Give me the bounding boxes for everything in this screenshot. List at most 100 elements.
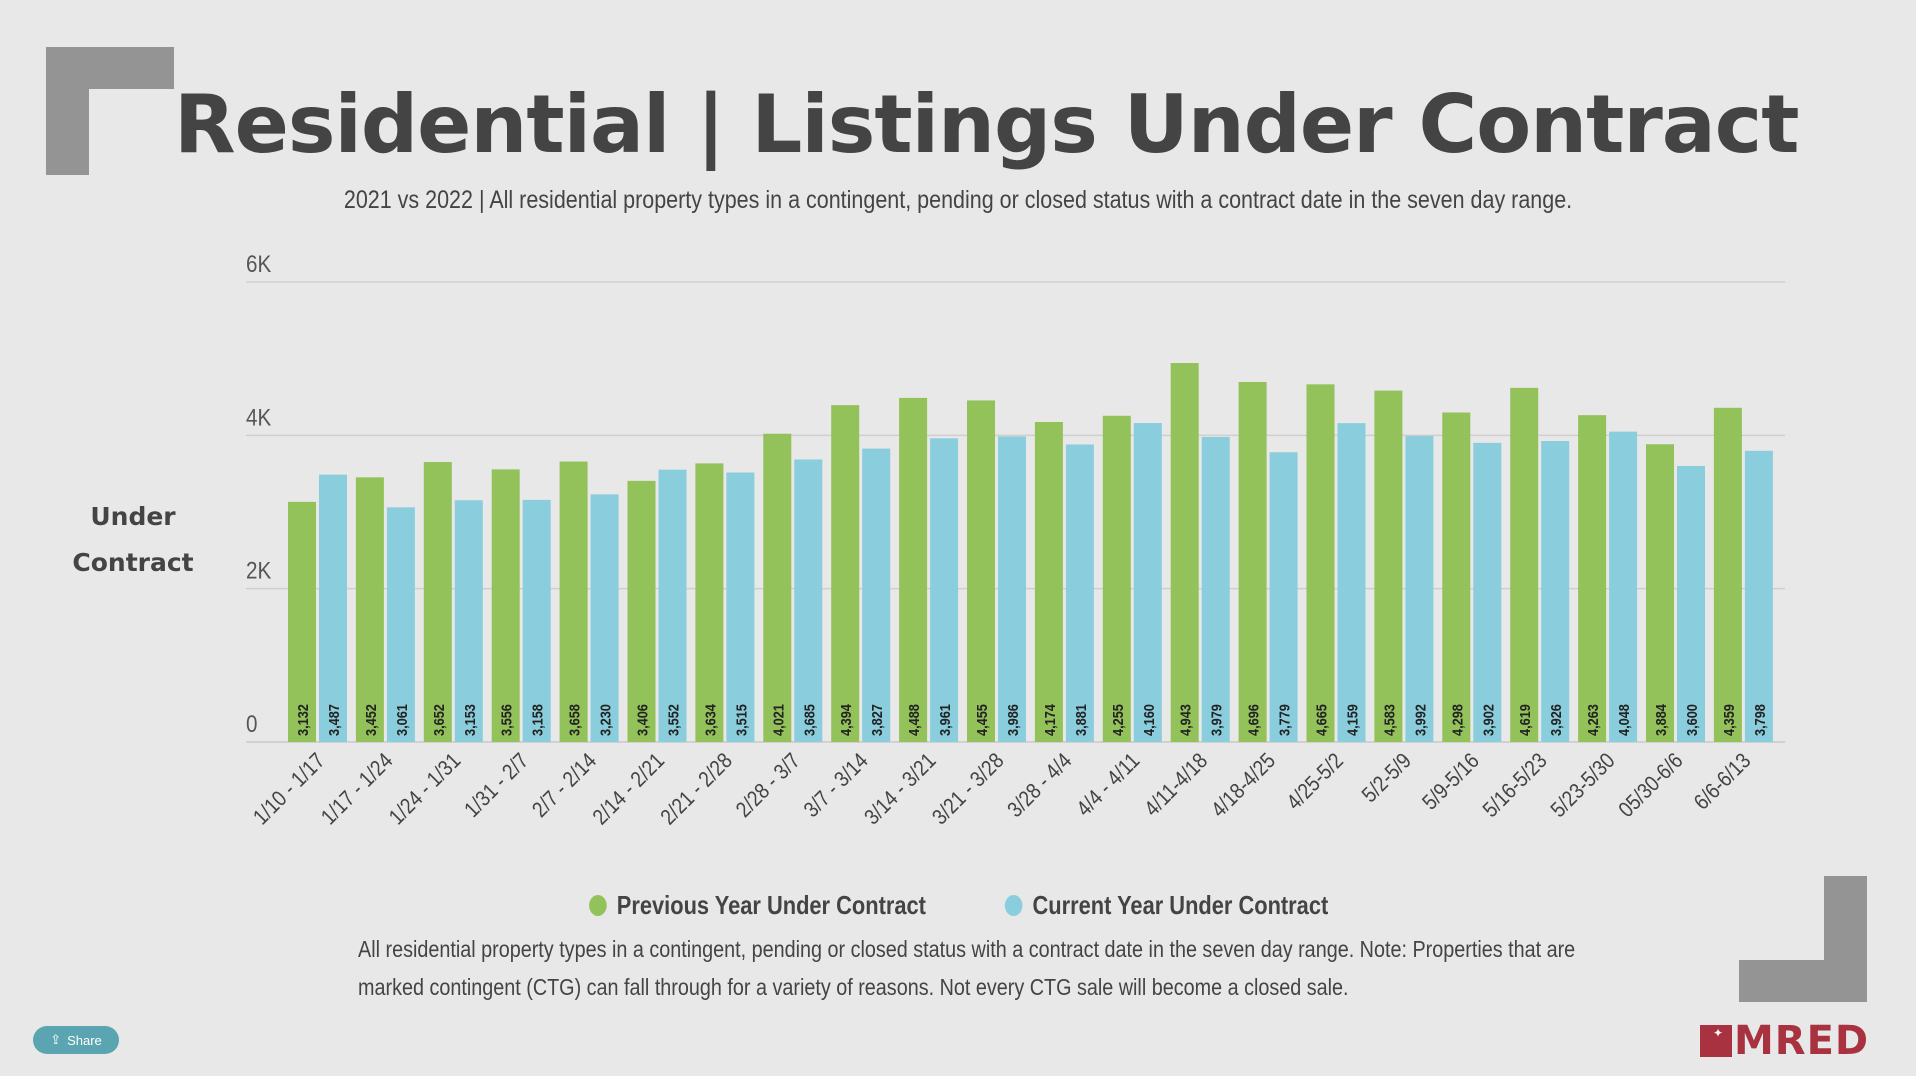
bar-value-label: 3,556 [498,704,515,736]
bar-value-label: 4,394 [837,704,854,736]
bar-value-label: 4,160 [1140,704,1157,736]
bar-value-label: 3,779 [1276,704,1293,736]
bar-value-label: 3,827 [868,704,885,736]
legend-marker-current-year [1004,895,1023,916]
x-tick-label: 3/21 - 3/28 [927,748,1008,829]
bar [1473,442,1502,742]
bar [763,433,792,742]
y-axis-label: Under Contract [60,494,206,586]
bar [967,400,995,742]
bar [998,436,1026,742]
y-tick-label: 4K [246,404,271,431]
y-tick-label: 6K [246,251,271,278]
bar [1306,384,1335,742]
bar [899,397,928,742]
x-tick-label: 5/16-5/23 [1478,748,1552,822]
bar-value-label: 3,926 [1547,704,1564,736]
chart-legend: Previous Year Under Contract Current Yea… [0,890,1916,923]
x-tick-label: 3/14 - 3/21 [860,748,941,829]
bar-value-label: 3,158 [529,704,546,736]
x-tick-label: 2/21 - 2/28 [656,748,737,829]
bar-value-label: 3,230 [597,704,614,736]
bar [1744,450,1773,742]
bar-value-label: 3,658 [566,704,583,736]
y-tick-label: 2K [246,557,271,584]
share-button[interactable]: ⇪ Share [33,1026,119,1054]
bar [1677,466,1705,742]
bar-value-label: 3,992 [1411,704,1428,736]
x-tick-label: 4/11-4/18 [1140,748,1213,821]
bar [1405,435,1434,742]
bar-value-label: 4,943 [1177,704,1194,736]
bar-value-label: 4,255 [1109,704,1126,736]
bar [1065,444,1094,742]
legend-label-current-year: Current Year Under Contract [1032,890,1328,920]
share-button-label: Share [67,1032,102,1048]
x-tick-label: 4/25-5/2 [1282,748,1348,814]
bar [1442,412,1471,742]
x-tick-label: 2/28 - 3/7 [731,748,805,822]
bar [1133,423,1162,742]
page-title: Residential | Listings Under Contract [174,78,1799,171]
bar-value-label: 3,452 [362,704,379,736]
footnote-line-2: marked contingent (CTG) can fall through… [358,974,1349,1000]
bar-value-label: 4,174 [1041,704,1058,736]
bar-value-label: 3,652 [430,704,447,736]
bar [1713,407,1742,742]
bar-value-label: 4,583 [1380,704,1397,736]
legend-marker-previous-year [589,895,608,916]
bar [1102,415,1131,742]
bar [386,507,415,742]
bar [930,438,959,742]
bar-value-label: 3,986 [1004,704,1021,736]
bar-value-label: 4,359 [1720,704,1737,736]
bar [1034,421,1063,742]
bar-value-label: 4,619 [1516,704,1533,736]
bar-value-label: 3,902 [1479,704,1496,736]
bar-value-label: 4,488 [905,704,922,736]
bar [522,499,551,742]
x-tick-label: 5/9-5/16 [1418,748,1484,814]
bar-value-label: 4,263 [1584,704,1601,736]
bar [1609,431,1638,742]
bar [491,469,520,742]
bar-value-label: 3,685 [800,704,817,736]
bar [627,480,656,742]
bar [454,500,483,742]
bar [794,459,823,742]
bar-value-label: 3,515 [732,704,749,736]
bar-value-label: 4,696 [1245,704,1262,736]
x-tick-label: 1/10 - 1/17 [248,748,329,829]
bar-value-label: 4,298 [1448,704,1465,736]
bar [726,472,755,742]
legend-item-current-year[interactable]: Current Year Under Contract [1004,890,1328,921]
x-tick-label: 05/30-6/6 [1614,748,1688,822]
x-tick-label: 5/23-5/30 [1546,748,1620,822]
bar [1541,441,1570,742]
footnote-line-1: All residential property types in a cont… [358,936,1576,962]
bar-value-label: 3,132 [294,704,311,736]
x-tick-label: 4/18-4/25 [1206,748,1280,822]
y-tick-label: 0 [246,711,257,738]
bar [695,463,724,742]
y-axis-label-line1: Under [90,502,176,531]
bar [559,461,588,742]
bar-value-label: 3,884 [1652,704,1669,736]
bar [862,448,891,742]
chart-subtitle: 2021 vs 2022 | All residential property … [343,186,1573,214]
bar-value-label: 4,048 [1615,704,1632,736]
mred-logo-mark-icon [1700,1025,1732,1057]
x-tick-label: 2/14 - 2/21 [588,748,669,829]
x-tick-label: 6/6-6/13 [1689,748,1755,814]
bar-value-label: 3,881 [1072,704,1089,736]
mred-logo-text: MRED [1734,1018,1870,1064]
x-tick-label: 5/2-5/9 [1357,748,1416,807]
legend-item-previous-year[interactable]: Previous Year Under Contract [589,890,926,921]
legend-label-previous-year: Previous Year Under Contract [617,890,927,920]
x-tick-label: 3/28 - 4/4 [1003,748,1077,822]
bar-value-label: 3,979 [1208,704,1225,736]
bar-value-label: 3,798 [1751,704,1768,736]
y-axis-label-line2: Contract [72,548,194,577]
bar [288,501,316,742]
bar [1374,390,1403,742]
